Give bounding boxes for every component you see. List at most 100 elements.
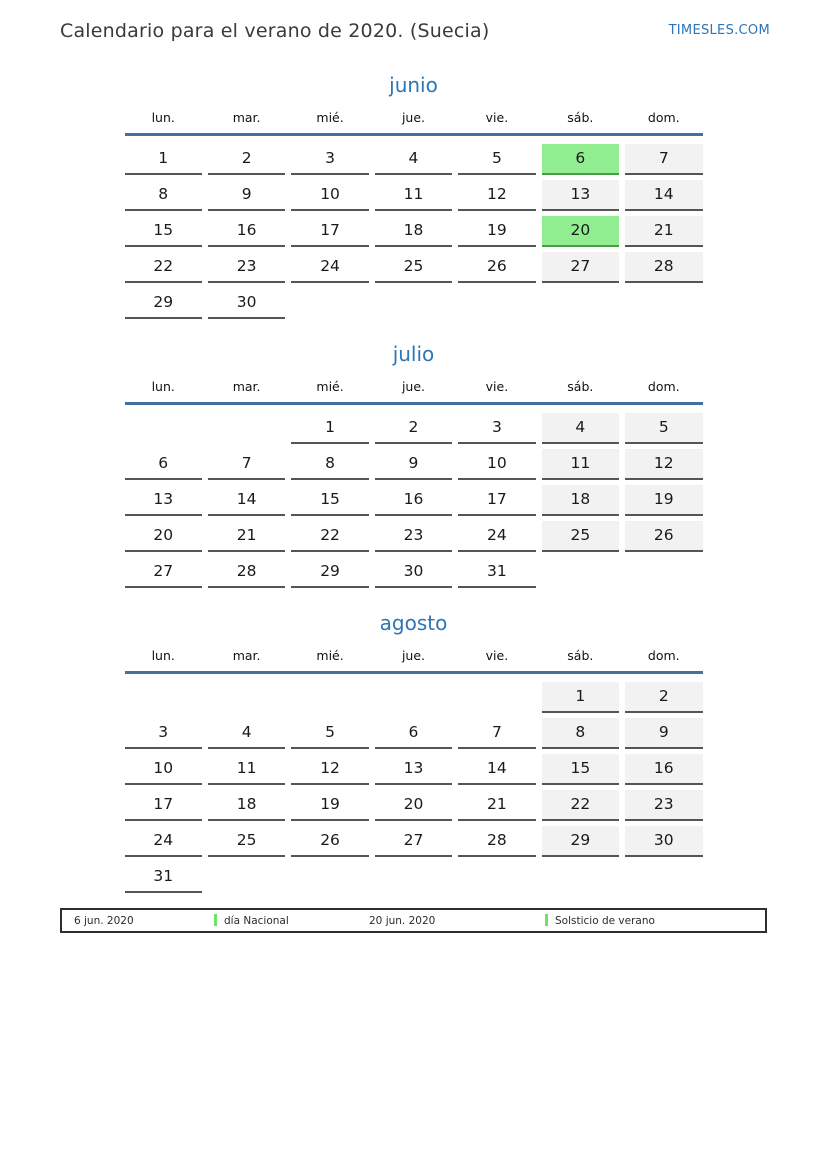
day-cell: 20 [541, 216, 620, 247]
day-cell: 11 [541, 449, 620, 480]
weekday-label: mar. [232, 110, 261, 125]
empty-cell [291, 862, 368, 893]
day-cell: 14 [458, 754, 536, 785]
weekday-label: vie. [485, 110, 509, 125]
legend-entry: Solsticio de verano [545, 913, 655, 927]
empty-cell [208, 862, 285, 893]
day-cell: 18 [374, 216, 453, 247]
day-grid: 1 2 3 4 5 6 7 8 9 10 11 12 13 14 15 16 17 18 19 20 21 22 23 24 2… [124, 682, 703, 893]
day-cell: 11 [207, 754, 286, 785]
day-cell: 25 [207, 826, 286, 857]
day-cell: 10 [458, 449, 536, 480]
weekday-label: mié. [316, 110, 344, 125]
day-cell: 5 [458, 144, 536, 175]
weekday-label: mar. [232, 648, 261, 663]
day-cell: 17 [458, 485, 536, 516]
day-cell: 4 [541, 413, 620, 444]
day-cell: 10 [124, 754, 202, 785]
empty-cell [208, 413, 285, 444]
day-cell: 6 [541, 144, 620, 175]
day-cell: 30 [374, 557, 453, 588]
day-grid: 1 2 3 4 5 6 7 8 9 10 11 12 13 14 15 16 17 18 19 20 21 22 23 24 2… [124, 144, 703, 319]
day-cell: 8 [291, 449, 369, 480]
day-cell: 27 [541, 252, 620, 283]
empty-cell [291, 288, 368, 319]
day-cell: 26 [291, 826, 369, 857]
empty-cell [458, 862, 535, 893]
day-cell: 10 [291, 180, 369, 211]
day-cell: 25 [541, 521, 620, 552]
weekday-header-row: lun. mar. mié. jue. vie. sáb. dom. [124, 379, 703, 405]
legend-box: 6 jun. 2020 día Nacional 20 jun. 2020 So… [60, 908, 767, 933]
month-title: agosto [379, 611, 448, 635]
weekday-label: jue. [401, 110, 426, 125]
empty-cell [625, 557, 702, 588]
weekday-label: vie. [485, 648, 509, 663]
empty-cell [542, 557, 619, 588]
day-cell: 4 [374, 144, 453, 175]
calendar-page: Calendario para el verano de 2020. (Suec… [60, 20, 770, 933]
legend-marker-icon [545, 913, 548, 926]
day-cell: 18 [541, 485, 620, 516]
day-cell: 16 [625, 754, 703, 785]
day-cell: 17 [124, 790, 202, 821]
month-junio: junio lun. mar. mié. jue. vie. sáb. dom. 1 2 3 4 5 6 7… [124, 72, 703, 319]
day-cell: 12 [291, 754, 369, 785]
day-cell: 6 [374, 718, 453, 749]
legend-date: 20 jun. 2020 [369, 914, 436, 927]
weekday-label: dom. [647, 379, 680, 394]
day-cell: 5 [291, 718, 369, 749]
day-cell: 7 [625, 144, 703, 175]
day-cell: 27 [124, 557, 202, 588]
weekday-label: jue. [401, 648, 426, 663]
day-cell: 18 [207, 790, 286, 821]
empty-cell [125, 682, 202, 713]
weekday-header-row: lun. mar. mié. jue. vie. sáb. dom. [124, 110, 703, 136]
empty-cell [375, 862, 452, 893]
legend-marker-icon [214, 913, 217, 926]
weekday-header-row: lun. mar. mié. jue. vie. sáb. dom. [124, 648, 703, 674]
day-cell: 5 [625, 413, 703, 444]
empty-cell [458, 682, 535, 713]
day-cell: 26 [458, 252, 536, 283]
page-header: Calendario para el verano de 2020. (Suec… [60, 20, 770, 42]
day-cell: 30 [625, 826, 703, 857]
day-cell: 22 [291, 521, 369, 552]
day-cell: 11 [374, 180, 453, 211]
empty-cell [375, 682, 452, 713]
day-cell: 13 [124, 485, 202, 516]
empty-cell [625, 288, 702, 319]
day-cell: 3 [458, 413, 536, 444]
day-cell: 29 [541, 826, 620, 857]
weekday-label: vie. [485, 379, 509, 394]
day-cell: 25 [374, 252, 453, 283]
empty-cell [208, 682, 285, 713]
day-grid: 1 2 3 4 5 6 7 8 9 10 11 12 13 14 15 16 17 18 19 20 21 22 23 24 2… [124, 413, 703, 588]
day-cell: 27 [374, 826, 453, 857]
weekday-label: jue. [401, 379, 426, 394]
day-cell: 15 [124, 216, 202, 247]
day-cell: 21 [625, 216, 703, 247]
empty-cell [458, 288, 535, 319]
empty-cell [542, 288, 619, 319]
day-cell: 19 [458, 216, 536, 247]
day-cell: 14 [625, 180, 703, 211]
month-title: julio [392, 342, 435, 366]
legend-date: 6 jun. 2020 [74, 914, 134, 927]
month-title: junio [389, 73, 438, 97]
day-cell: 24 [124, 826, 202, 857]
day-cell: 23 [374, 521, 453, 552]
day-cell: 21 [207, 521, 286, 552]
day-cell: 19 [291, 790, 369, 821]
day-cell: 12 [625, 449, 703, 480]
day-cell: 2 [207, 144, 286, 175]
day-cell: 28 [625, 252, 703, 283]
day-cell: 24 [458, 521, 536, 552]
day-cell: 9 [374, 449, 453, 480]
day-cell: 26 [625, 521, 703, 552]
empty-cell [625, 862, 702, 893]
empty-cell [291, 682, 368, 713]
day-cell: 30 [207, 288, 286, 319]
brand-link[interactable]: TIMESLES.COM [668, 23, 770, 38]
day-cell: 20 [124, 521, 202, 552]
